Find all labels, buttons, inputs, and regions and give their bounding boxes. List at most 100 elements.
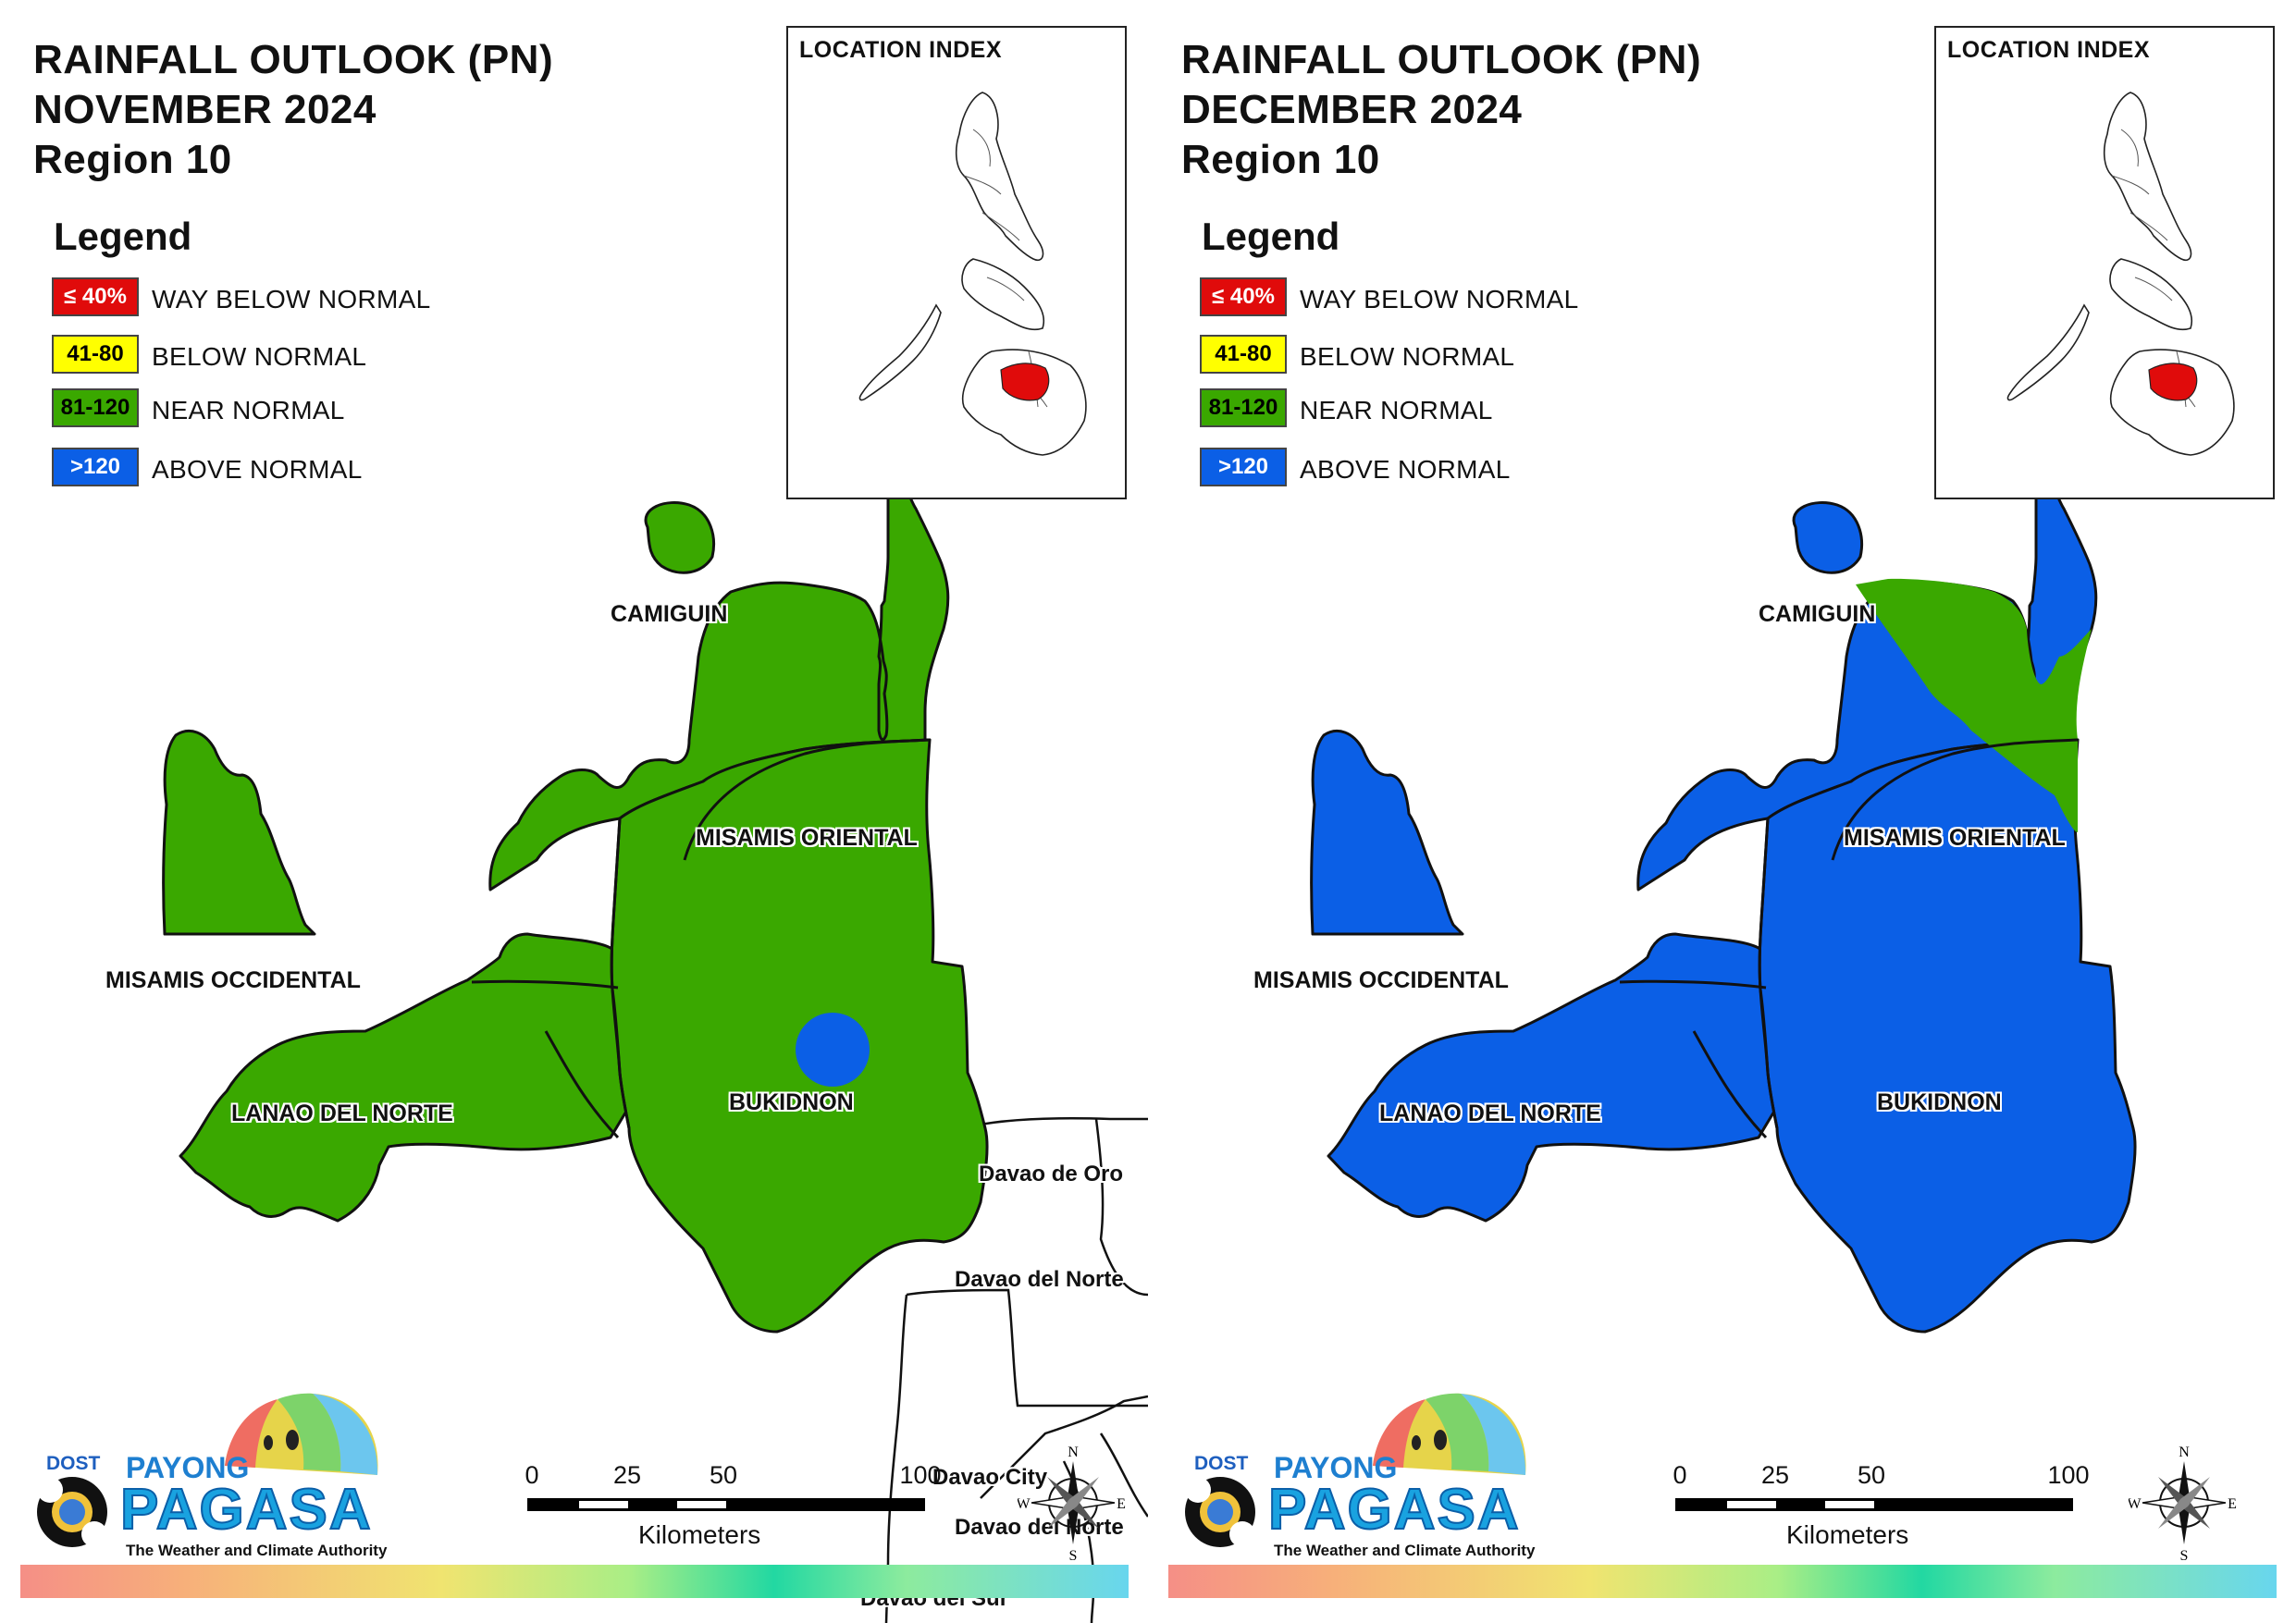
scale-bar: 0 25 50 100 Kilometers	[525, 1461, 941, 1563]
label-davao-de-oro: Davao de Oro	[979, 1162, 1124, 1187]
legend-label: ABOVE NORMAL	[152, 455, 363, 484]
scale-tick-label: 100	[2047, 1461, 2090, 1489]
compass-e-label: E	[2228, 1496, 2237, 1512]
label-misamis-occidental: MISAMIS OCCIDENTAL	[1253, 967, 1509, 993]
label-lanao-del-norte: LANAO DEL NORTE	[231, 1100, 453, 1126]
label-misamis-occidental: MISAMIS OCCIDENTAL	[105, 967, 361, 993]
label-bukidnon: BUKIDNON	[729, 1089, 854, 1115]
logo-dost-text: DOST	[46, 1453, 101, 1474]
province-boundary	[1758, 818, 1779, 1129]
location-index: LOCATION INDEX	[1934, 26, 2275, 499]
compass-s-label: S	[1069, 1548, 1078, 1563]
label-davao-del-norte: Davao del Norte	[955, 1267, 1124, 1292]
legend-label: BELOW NORMAL	[152, 342, 367, 371]
title-line-1: RAINFALL OUTLOOK (PN)	[33, 37, 554, 82]
legend-swatch: 41-80	[1200, 335, 1287, 374]
philippines-locator-map	[2006, 92, 2235, 456]
panel-november: RAINFALL OUTLOOK (PN) NOVEMBER 2024 Regi…	[20, 26, 1148, 1623]
label-davao-city: Davao City	[932, 1465, 1048, 1490]
logo-pagasa-text: PAGASA	[1267, 1477, 1521, 1543]
label-camiguin: CAMIGUIN	[1759, 601, 1876, 627]
label-bukidnon: BUKIDNON	[1877, 1089, 2002, 1115]
title-line-3: Region 10	[33, 137, 232, 182]
legend-swatch: 81-120	[52, 388, 139, 427]
locator-island	[961, 349, 1087, 456]
locator-island	[2109, 349, 2235, 456]
region-10-map	[162, 499, 1148, 1623]
scale-tick-label: 50	[709, 1461, 738, 1489]
legend-label: WAY BELOW NORMAL	[1300, 285, 1579, 314]
legend-swatch: >120	[1200, 448, 1287, 486]
locator-island	[2006, 303, 2090, 401]
label-davao-del-norte-2: Davao del Norte	[955, 1515, 1124, 1540]
compass-w-label: W	[2129, 1496, 2142, 1512]
province-misamis-occidental	[162, 730, 316, 936]
legend-label: BELOW NORMAL	[1300, 342, 1515, 371]
logo-tagline: The Weather and Climate Authority	[1274, 1542, 1536, 1559]
legend-label: NEAR NORMAL	[152, 396, 345, 424]
north-arrow-icon: N S E W	[2127, 1443, 2240, 1568]
footer-gradient-bar	[1168, 1565, 2277, 1598]
logo-dost-text: DOST	[1194, 1453, 1249, 1474]
scale-tick-label: 25	[612, 1461, 642, 1489]
neighbor-boundary	[1094, 1118, 1148, 1297]
pagasa-logo: DOST PAYONG PAGASA The Weather and Climate …	[35, 1392, 388, 1559]
locator-region-highlight	[1000, 363, 1050, 401]
label-camiguin: CAMIGUIN	[611, 601, 728, 627]
legend-swatch: ≤ 40%	[1200, 277, 1287, 316]
pagasa-logo: DOST PAYONG PAGASA The Weather and Climate …	[1183, 1392, 1536, 1559]
province-boundary	[683, 738, 931, 861]
north-arrow-icon: N S E W	[1016, 1443, 1129, 1568]
panel-december: RAINFALL OUTLOOK (PN) DECEMBER 2024 Regi…	[1148, 0, 2296, 1623]
bukidnon-above-normal-spot	[796, 1013, 870, 1087]
scale-bar-graphic	[1675, 1498, 2073, 1511]
scale-tick-label: 50	[1857, 1461, 1886, 1489]
compass-e-label: E	[1117, 1496, 1126, 1512]
location-index-title: LOCATION INDEX	[1947, 37, 2151, 63]
location-index: LOCATION INDEX	[786, 26, 1127, 499]
misamis-oriental-near-normal-strip	[1856, 578, 2092, 832]
label-misamis-oriental: MISAMIS ORIENTAL	[696, 825, 918, 851]
logo-tagline: The Weather and Climate Authority	[126, 1542, 388, 1559]
legend-title: Legend	[54, 215, 192, 258]
province-boundary	[544, 1030, 620, 1139]
compass-n-label: N	[2179, 1445, 2190, 1460]
legend-label: NEAR NORMAL	[1300, 396, 1493, 424]
philippines-locator-map	[858, 92, 1087, 456]
logo-pagasa-text: PAGASA	[119, 1477, 373, 1543]
logo-payong-text: PAYONG	[126, 1451, 250, 1484]
footer-gradient-bar	[20, 1565, 1129, 1598]
neighbor-boundary	[980, 1395, 1148, 1499]
scale-tick-label: 0	[525, 1461, 539, 1489]
compass-n-label: N	[1068, 1445, 1079, 1460]
compass-s-label: S	[2180, 1548, 2189, 1563]
umbrella-icon	[1185, 1393, 1526, 1547]
province-boundary	[1619, 979, 1767, 990]
province-boundary	[610, 818, 631, 1129]
location-index-title: LOCATION INDEX	[799, 37, 1003, 63]
umbrella-icon	[37, 1393, 378, 1547]
scale-tick-label: 100	[899, 1461, 942, 1489]
scale-bar-graphic	[527, 1498, 925, 1511]
neighbor-boundary	[961, 1117, 1148, 1130]
scale-bar: 0 25 50 100 Kilometers	[1673, 1461, 2089, 1563]
legend-swatch: ≤ 40%	[52, 277, 139, 316]
legend-label: WAY BELOW NORMAL	[152, 285, 431, 314]
province-boundary	[471, 979, 619, 990]
province-camiguin	[1792, 501, 1864, 574]
label-lanao-del-norte: LANAO DEL NORTE	[1379, 1100, 1601, 1126]
locator-region-highlight	[2148, 363, 2198, 401]
locator-island	[961, 258, 1044, 331]
locator-island	[2109, 258, 2192, 331]
province-boundary	[1831, 738, 2079, 861]
region-10-map	[1310, 499, 2137, 1334]
neighbor-boundary	[906, 1288, 1148, 1408]
neighbor-boundary	[884, 1294, 908, 1623]
locator-island	[2103, 92, 2192, 261]
scale-unit-label: Kilometers	[1786, 1520, 1909, 1549]
scale-unit-label: Kilometers	[638, 1520, 761, 1549]
label-misamis-oriental: MISAMIS ORIENTAL	[1844, 825, 2066, 851]
legend-swatch: >120	[52, 448, 139, 486]
neighbor-boundary	[1099, 1432, 1148, 1518]
legend-title: Legend	[1202, 215, 1340, 258]
